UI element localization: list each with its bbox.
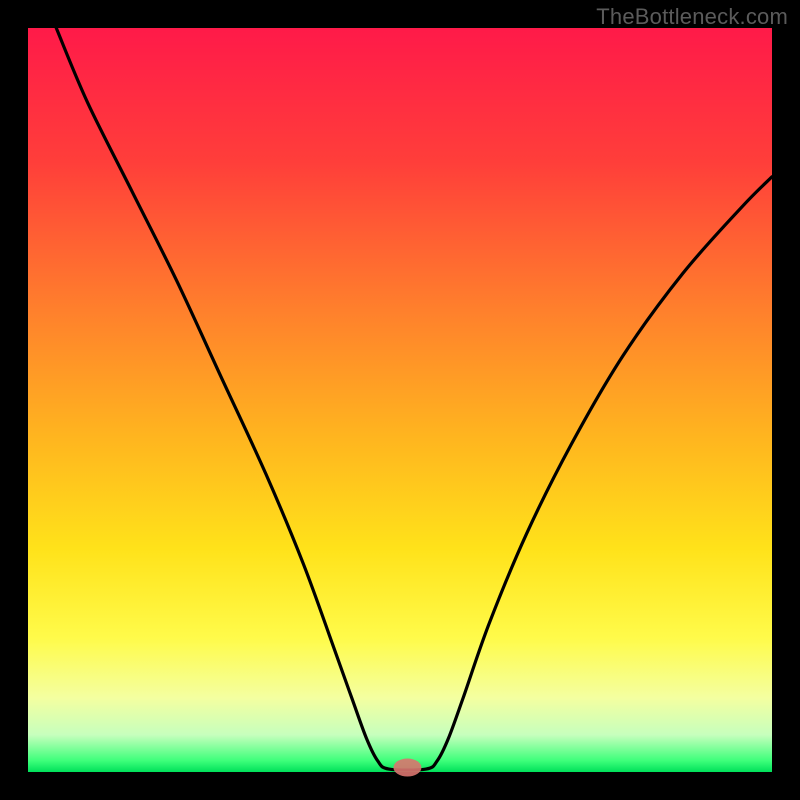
plot-area: [28, 28, 772, 772]
watermark-text: TheBottleneck.com: [596, 4, 788, 30]
optimal-marker: [393, 759, 421, 777]
bottleneck-chart: [0, 0, 800, 800]
